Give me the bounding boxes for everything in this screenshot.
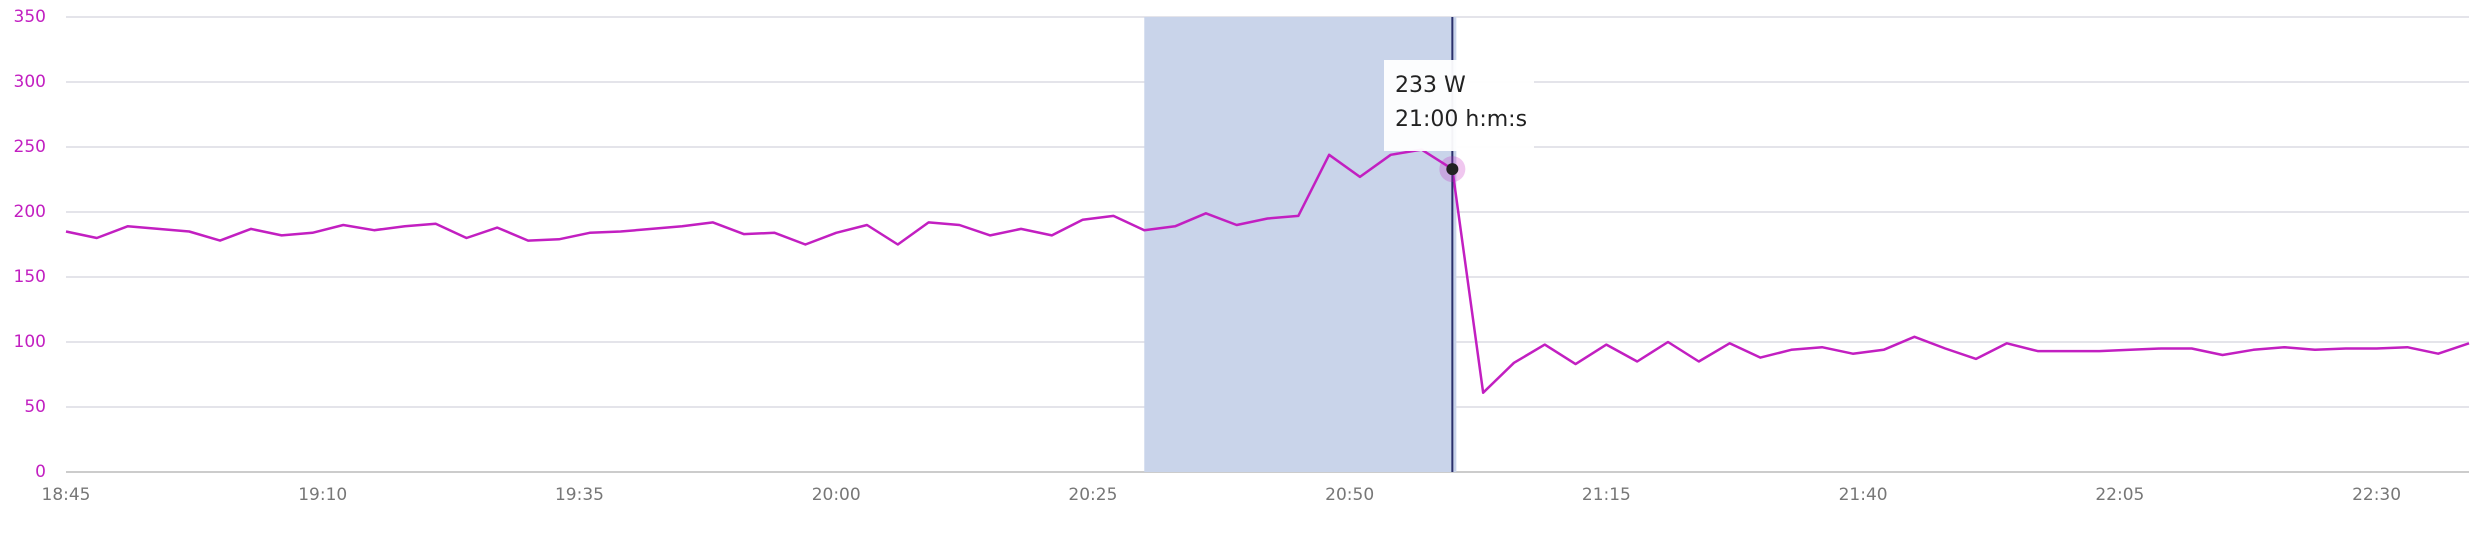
x-tick-label: 22:30 xyxy=(2352,485,2401,505)
y-tick-label: 50 xyxy=(24,397,46,417)
x-tick-label: 21:40 xyxy=(1839,485,1888,505)
x-tick-label: 19:10 xyxy=(298,485,347,505)
x-tick-label: 19:35 xyxy=(555,485,604,505)
line-series xyxy=(65,148,2470,394)
y-tick-label: 150 xyxy=(14,267,46,287)
y-tick-label: 300 xyxy=(14,72,46,92)
y-tick-label: 250 xyxy=(14,137,46,157)
y-tick-label: 350 xyxy=(14,7,46,27)
plot-foreground: 233 W 21:00 h:m:s xyxy=(65,17,2470,472)
tooltip-line: 21:00 h:m:s xyxy=(1395,107,1527,132)
x-tick-label: 22:05 xyxy=(2095,485,2144,505)
plot-background: 0 50 100 150 200 250 300 350 18:45 19:10 19:35 20:0… xyxy=(14,7,2469,505)
x-tick-label: 20:25 xyxy=(1068,485,1117,505)
y-tick-label: 200 xyxy=(14,202,46,222)
tooltip-box xyxy=(1384,60,1534,151)
x-tick-label: 20:50 xyxy=(1325,485,1374,505)
y-tick-label: 0 xyxy=(35,462,46,482)
y-tick-label: 100 xyxy=(14,332,46,352)
tooltip-line: 233 W xyxy=(1395,73,1466,98)
x-tick-label: 18:45 xyxy=(42,485,91,505)
hover-point xyxy=(1446,163,1459,176)
x-tick-label: 20:00 xyxy=(812,485,861,505)
x-tick-label: 21:15 xyxy=(1582,485,1631,505)
